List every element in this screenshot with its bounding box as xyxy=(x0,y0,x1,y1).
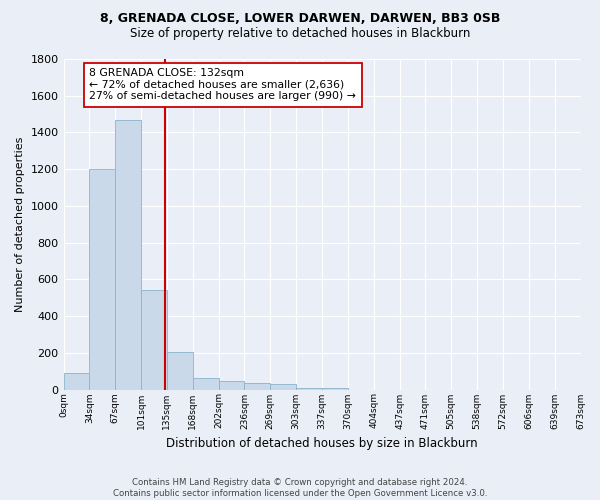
Bar xyxy=(141,290,167,390)
Bar xyxy=(64,373,89,390)
Bar xyxy=(193,378,218,390)
X-axis label: Distribution of detached houses by size in Blackburn: Distribution of detached houses by size … xyxy=(166,437,478,450)
Text: Contains HM Land Registry data © Crown copyright and database right 2024.
Contai: Contains HM Land Registry data © Crown c… xyxy=(113,478,487,498)
Y-axis label: Number of detached properties: Number of detached properties xyxy=(15,136,25,312)
Bar xyxy=(296,388,322,390)
Bar xyxy=(322,388,348,390)
Bar xyxy=(244,383,271,390)
Text: Size of property relative to detached houses in Blackburn: Size of property relative to detached ho… xyxy=(130,28,470,40)
Bar xyxy=(167,352,193,390)
Bar xyxy=(115,120,141,390)
Bar xyxy=(89,169,115,390)
Bar xyxy=(271,384,296,390)
Text: 8, GRENADA CLOSE, LOWER DARWEN, DARWEN, BB3 0SB: 8, GRENADA CLOSE, LOWER DARWEN, DARWEN, … xyxy=(100,12,500,26)
Text: 8 GRENADA CLOSE: 132sqm
← 72% of detached houses are smaller (2,636)
27% of semi: 8 GRENADA CLOSE: 132sqm ← 72% of detache… xyxy=(89,68,356,102)
Bar xyxy=(218,382,244,390)
